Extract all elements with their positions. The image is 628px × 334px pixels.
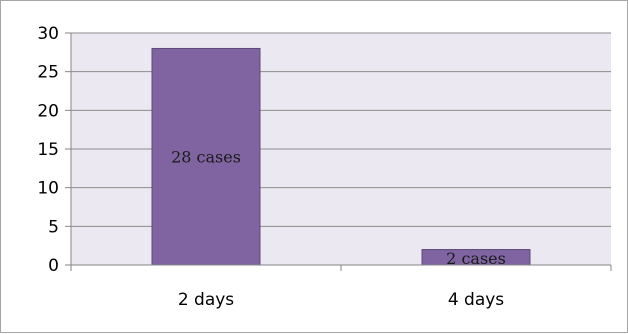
y-tick-labels: 0 5 10 15 20 25 30 <box>37 24 59 276</box>
y-tick-label: 0 <box>48 256 59 276</box>
x-tick-label: 4 days <box>448 290 504 310</box>
data-labels: 28 cases 2 cases <box>171 148 506 268</box>
x-tick-labels: 2 days 4 days <box>178 290 504 310</box>
data-label: 2 cases <box>446 249 506 268</box>
bars <box>151 47 531 266</box>
y-tick-label: 10 <box>37 179 59 199</box>
y-tick-label: 20 <box>37 101 59 121</box>
bar <box>151 47 261 266</box>
data-label: 28 cases <box>171 148 241 167</box>
y-tick-label: 30 <box>37 24 59 44</box>
axes <box>65 32 612 271</box>
y-tick-label: 5 <box>48 217 59 237</box>
y-tick-label: 15 <box>37 140 59 160</box>
x-tick-label: 2 days <box>178 290 234 310</box>
y-tick-label: 25 <box>37 63 59 83</box>
